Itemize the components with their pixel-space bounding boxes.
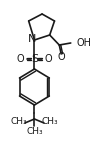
Text: CH₃: CH₃ <box>26 127 43 137</box>
Text: S: S <box>31 54 38 64</box>
Text: O: O <box>57 52 65 62</box>
Text: CH₃: CH₃ <box>41 117 58 126</box>
Text: N: N <box>28 34 37 44</box>
Text: OH: OH <box>76 38 91 48</box>
Text: O: O <box>45 54 53 64</box>
Text: CH₃: CH₃ <box>11 117 27 126</box>
Text: O: O <box>16 54 24 64</box>
